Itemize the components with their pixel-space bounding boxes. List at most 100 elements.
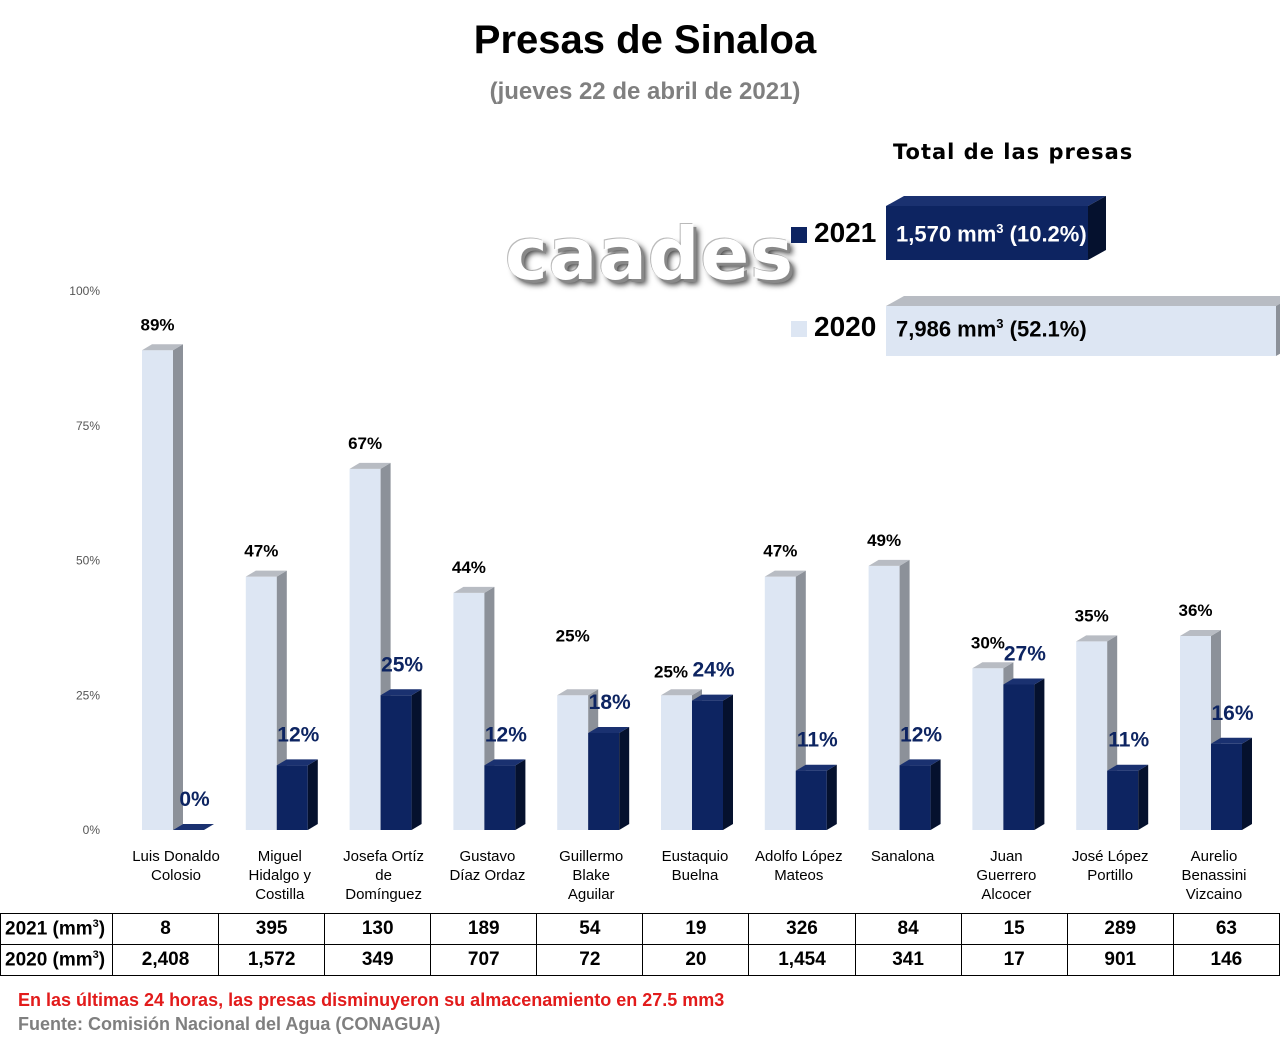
table-cell: 20 xyxy=(642,944,750,976)
category-label: Sanalona xyxy=(871,848,935,865)
data-label-2020: 89% xyxy=(140,315,174,334)
page-title: Presas de Sinaloa xyxy=(473,18,817,62)
bar-side-2021 xyxy=(723,694,733,830)
bar-top-2020 xyxy=(349,462,391,469)
table-cell: 84 xyxy=(854,913,962,945)
bar-top-2021 xyxy=(692,694,733,701)
bar-top-2021 xyxy=(173,824,214,830)
category-label-line: José López xyxy=(1072,848,1149,865)
bar-top-2020 xyxy=(764,570,806,577)
category-label-line: Josefa Ortíz xyxy=(343,848,424,865)
bar-2020 xyxy=(1180,635,1211,830)
total-2020-box-top xyxy=(886,296,1280,306)
category-label-line: Blake xyxy=(572,867,610,884)
category-label: Gustavo Díaz Ordaz xyxy=(449,848,525,884)
table-cell: 1,572 xyxy=(218,944,326,976)
table-cell: 2,408 xyxy=(111,944,220,976)
category-label-line: Guerrero xyxy=(976,867,1036,884)
bar-top-2021 xyxy=(795,764,837,771)
table-cell: 19 xyxy=(642,913,750,945)
table-cell: 146 xyxy=(1172,944,1280,976)
table-cell: 72 xyxy=(536,944,644,976)
category-label-line: Luis Donaldo xyxy=(132,848,220,865)
bar-2020 xyxy=(764,576,796,830)
legend-2021-swatch xyxy=(791,227,807,243)
bar-top-2020 xyxy=(557,689,599,696)
total-2020-value: 7,986 mm3 (52.1%) xyxy=(896,316,1087,342)
table-cell: 1,454 xyxy=(748,944,856,976)
category-label-line: Domínguez xyxy=(345,886,422,903)
category-label-line: Aurelio xyxy=(1191,848,1238,865)
bar-side-2020 xyxy=(795,570,806,830)
table-cell: 63 xyxy=(1172,913,1280,945)
data-label-2020: 67% xyxy=(348,434,382,453)
category-label-line: Adolfo López xyxy=(755,848,843,865)
watermark-logo: caades xyxy=(505,212,795,296)
data-label-2020: 36% xyxy=(1178,601,1212,620)
data-label-2020: 44% xyxy=(452,558,486,577)
category-label-line: Buelna xyxy=(672,867,719,884)
data-label-2020: 25% xyxy=(654,662,688,681)
category-label: José López Portillo xyxy=(1072,848,1149,884)
category-label-line: Miguel xyxy=(258,848,302,865)
data-label-2020: 35% xyxy=(1075,606,1109,625)
bar-top-2021 xyxy=(1211,737,1252,744)
bar-top-2020 xyxy=(1180,629,1221,636)
row-header-2021: 2021 (mm3) xyxy=(0,913,113,945)
bar-top-2021 xyxy=(1003,678,1045,685)
y-tick-label: 75% xyxy=(76,419,100,433)
category-label-line: Alcocer xyxy=(981,886,1031,903)
category-label: Aurelio Benassini Vizcaino xyxy=(1181,848,1246,903)
bar-2020 xyxy=(349,468,381,830)
bar-top-2021 xyxy=(1107,764,1149,771)
category-label-line: Portillo xyxy=(1087,867,1133,884)
table-cell: 130 xyxy=(324,913,432,945)
data-label-2020: 47% xyxy=(763,542,797,561)
y-tick-label: 0% xyxy=(83,823,101,837)
bar-2020 xyxy=(972,668,1004,830)
data-label-2021: 0% xyxy=(179,788,210,811)
table-cell: 54 xyxy=(536,913,644,945)
row-header-2020: 2020 (mm3) xyxy=(0,944,113,976)
bar-side-2021 xyxy=(307,759,318,830)
table-cell: 326 xyxy=(748,913,856,945)
bar-2021 xyxy=(484,765,516,830)
total-2021-value: 1,570 mm3 (10.2%) xyxy=(896,221,1087,247)
category-label-line: Juan xyxy=(990,848,1023,865)
table-cell: 341 xyxy=(854,944,962,976)
table-row: 2021 (mm3) 8 395 130 189 54 19 326 84 15… xyxy=(0,913,1280,945)
bar-2021 xyxy=(1211,743,1242,830)
legend-2021-label: 2021 xyxy=(814,217,877,248)
bar-2021 xyxy=(1107,770,1139,830)
bar-2021 xyxy=(1003,684,1035,830)
category-label: Adolfo López Mateos xyxy=(755,848,843,884)
category-label: Juan Guerrero Alcocer xyxy=(976,848,1036,903)
category-label: Luis Donaldo Colosio xyxy=(132,848,220,884)
table-cell: 15 xyxy=(960,913,1068,945)
bar-top-2020 xyxy=(142,344,183,351)
total-2021-box-side xyxy=(1088,196,1106,260)
bar-2021 xyxy=(692,700,723,830)
table-cell: 349 xyxy=(324,944,432,976)
bar-side-2021 xyxy=(1242,737,1252,830)
bar-top-2021 xyxy=(484,759,526,766)
bar-top-2021 xyxy=(380,689,422,696)
data-label-2021: 12% xyxy=(277,723,319,746)
bar-top-2020 xyxy=(245,570,287,577)
table-cell: 395 xyxy=(218,913,326,945)
data-label-2021: 11% xyxy=(1108,729,1149,752)
category-label-line: Colosio xyxy=(151,867,201,884)
legend-2020-swatch xyxy=(791,321,807,337)
table-cell: 189 xyxy=(430,913,538,945)
bar-2021 xyxy=(380,695,412,830)
bar-side-2021 xyxy=(411,689,422,830)
bar-top-2020 xyxy=(1076,635,1118,642)
bar-top-2021 xyxy=(588,726,630,733)
data-label-2020: 49% xyxy=(867,531,901,550)
table-cell: 901 xyxy=(1066,944,1174,976)
bar-2020 xyxy=(453,592,485,830)
data-label-2020: 25% xyxy=(556,626,590,645)
bar-side-2021 xyxy=(826,764,837,830)
bar-top-2020 xyxy=(868,559,910,566)
y-tick-label: 100% xyxy=(69,284,100,298)
